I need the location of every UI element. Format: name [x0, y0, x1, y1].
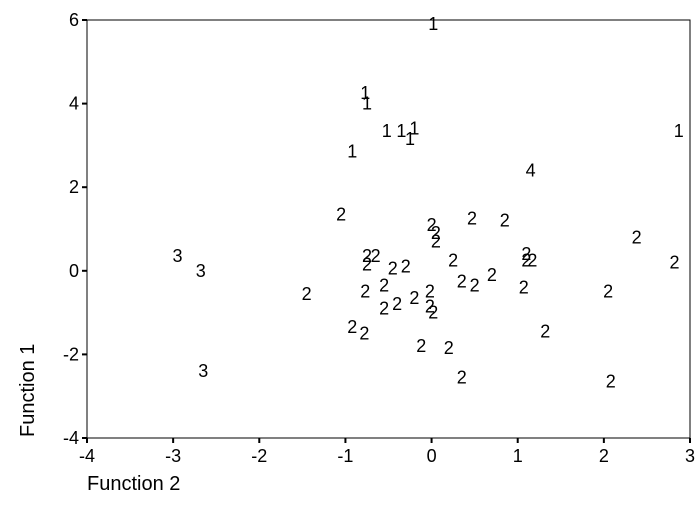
data-point: 2 [669, 252, 679, 272]
data-point: 2 [457, 271, 467, 291]
x-tick-label: 3 [685, 446, 695, 466]
x-tick-label: -1 [337, 446, 353, 466]
data-point: 4 [526, 160, 536, 180]
data-point: 2 [519, 278, 529, 298]
data-point: 1 [362, 94, 372, 114]
data-point: 3 [196, 261, 206, 281]
data-point: 3 [172, 246, 182, 266]
data-point: 2 [632, 227, 642, 247]
data-point: 1 [674, 121, 684, 141]
data-point: 2 [347, 317, 357, 337]
data-point: 2 [487, 265, 497, 285]
data-point: 2 [379, 275, 389, 295]
data-point: 2 [470, 275, 480, 295]
data-point: 1 [409, 119, 419, 139]
x-tick-label: -2 [251, 446, 267, 466]
y-tick-label: -4 [63, 428, 79, 448]
data-point: 2 [360, 282, 370, 302]
x-tick-label: 0 [427, 446, 437, 466]
y-tick-label: 4 [69, 94, 79, 114]
x-tick-label: -3 [165, 446, 181, 466]
data-point: 2 [431, 232, 441, 252]
data-point: 2 [362, 246, 372, 266]
data-point: 2 [425, 296, 435, 316]
data-point: 3 [198, 361, 208, 381]
data-point: 2 [416, 336, 426, 356]
data-point: 2 [500, 211, 510, 231]
data-point: 1 [396, 121, 406, 141]
data-point: 2 [388, 259, 398, 279]
data-point: 1 [382, 121, 392, 141]
data-point: 2 [540, 321, 550, 341]
data-point: 1 [347, 142, 357, 162]
data-point: 2 [336, 204, 346, 224]
data-point: 1 [405, 129, 415, 149]
plot-frame [86, 19, 691, 439]
data-point: 2 [448, 250, 458, 270]
x-axis-title: Function 2 [87, 473, 180, 495]
data-point: 2 [444, 338, 454, 358]
data-point: 2 [606, 372, 616, 392]
data-point: 2 [457, 367, 467, 387]
y-tick-label: 0 [69, 261, 79, 281]
y-axis: -4 -2 0 2 4 6 [63, 10, 87, 448]
data-point: 2 [603, 282, 613, 302]
data-point: 2 [425, 282, 435, 302]
data-point: 1 [428, 14, 438, 34]
data-point: 2 [467, 209, 477, 229]
x-tick-label: 2 [599, 446, 609, 466]
data-point: 2 [521, 250, 531, 270]
data-point: 2 [427, 215, 437, 235]
y-tick-label: 6 [69, 10, 79, 30]
data-point: 2 [379, 298, 389, 318]
data-point: 2 [302, 284, 312, 304]
y-axis-title: Function 1 [17, 344, 39, 437]
data-point: 2 [527, 250, 537, 270]
data-point: 1 [360, 83, 370, 103]
x-axis: -4 -3 -2 -1 0 1 2 3 [79, 438, 695, 466]
data-point: 2 [521, 244, 531, 264]
y-tick-label: 2 [69, 177, 79, 197]
data-point: 2 [392, 294, 402, 314]
x-tick-label: 1 [513, 446, 523, 466]
data-point: 2 [401, 257, 411, 277]
data-point: 2 [359, 324, 369, 344]
data-point: 2 [409, 288, 419, 308]
data-point: 2 [431, 223, 441, 243]
y-tick-label: -2 [63, 344, 79, 364]
data-point: 2 [428, 303, 438, 323]
data-point: 2 [362, 255, 372, 275]
x-tick-label: -4 [79, 446, 95, 466]
data-point: 2 [371, 246, 381, 266]
